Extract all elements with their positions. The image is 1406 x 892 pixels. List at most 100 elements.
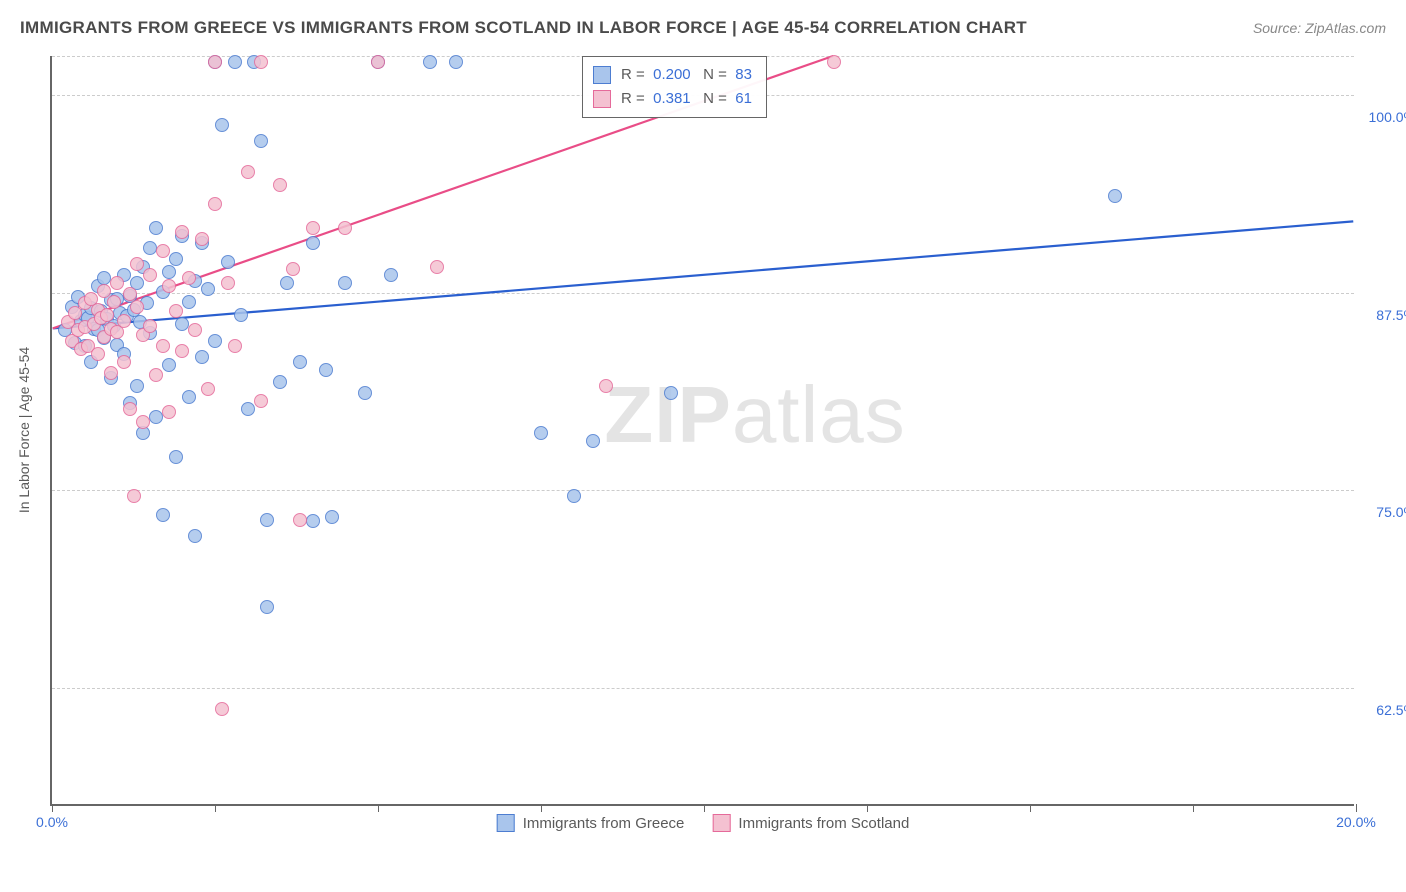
data-point xyxy=(162,405,176,419)
data-point xyxy=(280,276,294,290)
data-point xyxy=(201,282,215,296)
data-point xyxy=(306,514,320,528)
legend-item-greece: Immigrants from Greece xyxy=(497,814,685,832)
legend-swatch-icon xyxy=(712,814,730,832)
data-point xyxy=(130,300,144,314)
data-point xyxy=(567,489,581,503)
gridline xyxy=(52,293,1354,294)
data-point xyxy=(143,319,157,333)
data-point xyxy=(293,355,307,369)
data-point xyxy=(107,295,121,309)
data-point xyxy=(91,347,105,361)
data-point xyxy=(306,236,320,250)
data-point xyxy=(1108,189,1122,203)
data-point xyxy=(162,265,176,279)
legend-swatch-icon xyxy=(497,814,515,832)
data-point xyxy=(169,304,183,318)
legend-row-scotland: R = 0.381 N = 61 xyxy=(593,87,752,111)
data-point xyxy=(100,308,114,322)
data-point xyxy=(110,276,124,290)
data-point xyxy=(123,402,137,416)
correlation-legend: R = 0.200 N = 83 R = 0.381 N = 61 xyxy=(582,56,767,118)
y-tick-label: 62.5% xyxy=(1361,702,1406,718)
data-point xyxy=(208,55,222,69)
data-point xyxy=(201,382,215,396)
data-point xyxy=(325,510,339,524)
data-point xyxy=(136,415,150,429)
legend-swatch-scotland xyxy=(593,90,611,108)
data-point xyxy=(215,118,229,132)
data-point xyxy=(143,268,157,282)
gridline xyxy=(52,688,1354,689)
data-point xyxy=(234,308,248,322)
data-point xyxy=(182,271,196,285)
chart-title: IMMIGRANTS FROM GREECE VS IMMIGRANTS FRO… xyxy=(20,18,1027,37)
data-point xyxy=(104,366,118,380)
data-point xyxy=(827,55,841,69)
data-point xyxy=(241,402,255,416)
data-point xyxy=(188,323,202,337)
data-point xyxy=(156,508,170,522)
series-legend: Immigrants from Greece Immigrants from S… xyxy=(497,814,910,832)
data-point xyxy=(143,241,157,255)
x-tick xyxy=(704,804,705,812)
x-tick xyxy=(1030,804,1031,812)
x-tick xyxy=(215,804,216,812)
x-tick xyxy=(378,804,379,812)
data-point xyxy=(195,350,209,364)
data-point xyxy=(260,600,274,614)
data-point xyxy=(130,257,144,271)
data-point xyxy=(221,276,235,290)
data-point xyxy=(156,244,170,258)
data-point xyxy=(260,513,274,527)
data-point xyxy=(182,390,196,404)
data-point xyxy=(221,255,235,269)
data-point xyxy=(162,358,176,372)
data-point xyxy=(599,379,613,393)
data-point xyxy=(254,394,268,408)
data-point xyxy=(319,363,333,377)
data-point xyxy=(273,178,287,192)
data-point xyxy=(130,379,144,393)
x-tick xyxy=(52,804,53,812)
data-point xyxy=(306,221,320,235)
x-tick-label: 0.0% xyxy=(36,814,68,830)
x-tick xyxy=(541,804,542,812)
y-tick-label: 75.0% xyxy=(1361,504,1406,520)
data-point xyxy=(208,334,222,348)
data-point xyxy=(228,55,242,69)
data-point xyxy=(156,339,170,353)
watermark: ZIPatlas xyxy=(604,369,905,461)
data-point xyxy=(169,252,183,266)
plot-area: In Labor Force | Age 45-54 62.5%75.0%87.… xyxy=(50,56,1354,806)
data-point xyxy=(293,513,307,527)
data-point xyxy=(162,279,176,293)
source-label: Source: ZipAtlas.com xyxy=(1253,20,1386,36)
data-point xyxy=(586,434,600,448)
x-tick-label: 20.0% xyxy=(1336,814,1376,830)
data-point xyxy=(358,386,372,400)
data-point xyxy=(169,450,183,464)
legend-row-greece: R = 0.200 N = 83 xyxy=(593,63,752,87)
data-point xyxy=(286,262,300,276)
data-point xyxy=(384,268,398,282)
data-point xyxy=(338,276,352,290)
y-axis-label: In Labor Force | Age 45-54 xyxy=(16,347,32,513)
x-tick xyxy=(867,804,868,812)
data-point xyxy=(195,232,209,246)
data-point xyxy=(228,339,242,353)
data-point xyxy=(338,221,352,235)
data-point xyxy=(117,314,131,328)
data-point xyxy=(254,134,268,148)
y-tick-label: 87.5% xyxy=(1361,307,1406,323)
data-point xyxy=(149,368,163,382)
data-point xyxy=(188,529,202,543)
data-point xyxy=(254,55,268,69)
data-point xyxy=(534,426,548,440)
data-point xyxy=(117,355,131,369)
data-point xyxy=(149,410,163,424)
gridline xyxy=(52,490,1354,491)
x-tick xyxy=(1356,804,1357,812)
data-point xyxy=(149,221,163,235)
data-point xyxy=(423,55,437,69)
